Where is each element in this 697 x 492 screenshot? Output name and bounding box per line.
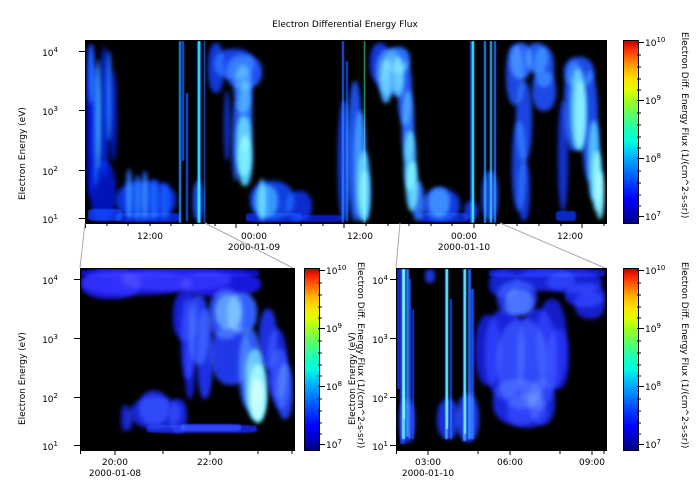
bottom-right-panel-plot-area[interactable] xyxy=(396,268,607,451)
bl-ytick-1: 102 xyxy=(42,392,58,405)
top-panel-ytick-2-exp: 3 xyxy=(53,105,58,113)
bl-colorbar-tick-10e8-exp: 8 xyxy=(337,380,342,388)
br-colorbar-tick-10e8: 108 xyxy=(645,380,661,393)
br-colorbar-tick-10e7-exp: 7 xyxy=(656,438,661,446)
top-panel-xtick-0-time: 12:00 xyxy=(137,232,163,242)
top-panel-xtick-2-time: 12:00 xyxy=(347,232,373,242)
top-panel-spectrogram xyxy=(86,41,606,223)
bottom-right-colorbar[interactable] xyxy=(623,268,639,451)
bottom-left-panel-spectrogram xyxy=(81,269,294,450)
top-panel-ytick-mark-3 xyxy=(79,110,85,111)
bl-colorbar-tick-10e7-exp: 7 xyxy=(337,438,342,446)
top-panel-ytick-mark-4 xyxy=(79,51,85,52)
bl-ytick-1-exp: 2 xyxy=(53,392,58,400)
bottom-right-panel-spectrogram xyxy=(397,269,606,450)
top-panel-xtick-4-time: 12:00 xyxy=(557,232,583,242)
page-title: Electron Differential Energy Flux xyxy=(272,20,418,30)
bl-colorbar-tick-10e9: 109 xyxy=(326,322,342,335)
top-panel-ytick-1-exp: 2 xyxy=(53,165,58,173)
br-xtick-1-time: 06:00 xyxy=(497,458,523,468)
top-colorbar-tick-10e8: 108 xyxy=(645,152,661,165)
bl-colorbar-tick-10e10-exp: 10 xyxy=(337,264,347,272)
br-ytick-2: 103 xyxy=(372,333,388,346)
bottom-right-colorbar-label: Electron Diff. Energy Flux (1/(cm^2-s-sr… xyxy=(679,262,689,449)
br-ytick-2-exp: 3 xyxy=(383,333,388,341)
bottom-left-colorbar-ticks xyxy=(318,270,325,445)
top-panel-ytick-0: 101 xyxy=(42,213,58,226)
br-colorbar-tick-10e10: 1010 xyxy=(645,264,666,277)
top-panel-ytick-1: 102 xyxy=(42,165,58,178)
top-colorbar-tick-10e8-exp: 8 xyxy=(656,152,661,160)
top-panel-y-axis-label: Electron Energy (eV) xyxy=(18,107,28,200)
top-panel-xtick-1-time: 00:00 xyxy=(241,232,267,242)
top-panel-ytick-2: 103 xyxy=(42,105,58,118)
top-panel-colorbar-ticks xyxy=(637,42,644,217)
br-colorbar-tick-10e9-exp: 9 xyxy=(656,322,661,330)
bl-ytick-2: 103 xyxy=(42,333,58,346)
br-colorbar-tick-10e8-exp: 8 xyxy=(656,380,661,388)
top-panel-xtick-1-date: 2000-01-09 xyxy=(227,243,281,253)
bl-colorbar-tick-10e9-exp: 9 xyxy=(337,322,342,330)
bl-ytick-mark-3 xyxy=(74,338,80,339)
br-ytick-mark-4 xyxy=(390,279,396,280)
bl-ytick-2-exp: 3 xyxy=(53,333,58,341)
br-ytick-1-exp: 2 xyxy=(383,392,388,400)
top-colorbar-tick-10e10-exp: 10 xyxy=(656,36,666,44)
top-colorbar-label: Electron Diff. Energy Flux (1/(cm^2-s-sr… xyxy=(679,32,689,219)
top-panel-ytick-3-exp: 4 xyxy=(53,46,58,54)
top-colorbar-tick-10e7: 107 xyxy=(645,210,661,223)
top-panel-xtick-3-date: 2000-01-10 xyxy=(437,243,491,253)
top-panel-plot-area[interactable] xyxy=(85,40,607,224)
br-ytick-mark-3 xyxy=(390,338,396,339)
bottom-right-panel-y-axis-label: Electron Energy (eV) xyxy=(348,332,358,425)
bottom-left-colorbar[interactable] xyxy=(304,268,320,451)
bl-colorbar-tick-10e7: 107 xyxy=(326,438,342,451)
br-ytick-0-exp: 1 xyxy=(383,440,388,448)
top-panel-xtick-3-time: 00:00 xyxy=(451,232,477,242)
bl-colorbar-tick-10e10: 1010 xyxy=(326,264,347,277)
br-colorbar-tick-10e7: 107 xyxy=(645,438,661,451)
bl-ytick-mark-2 xyxy=(74,397,80,398)
top-panel-ytick-3: 104 xyxy=(42,46,58,59)
bl-ytick-3: 104 xyxy=(42,274,58,287)
br-colorbar-tick-10e9: 109 xyxy=(645,322,661,335)
bl-colorbar-tick-10e8: 108 xyxy=(326,380,342,393)
top-panel-ytick-mark-1 xyxy=(79,218,85,219)
bottom-left-x-tick-marks xyxy=(80,449,293,455)
top-colorbar-tick-10e7-exp: 7 xyxy=(656,210,661,218)
top-colorbar-tick-10e10: 1010 xyxy=(645,36,666,49)
top-panel-ytick-0-exp: 1 xyxy=(53,213,58,221)
br-xtick-2-time: 09:00 xyxy=(579,458,605,468)
br-xtick-0-date: 2000-01-10 xyxy=(401,469,455,479)
br-ytick-3: 104 xyxy=(372,274,388,287)
top-colorbar-tick-10e9-exp: 9 xyxy=(656,94,661,102)
bl-ytick-mark-4 xyxy=(74,279,80,280)
bl-xtick-0-time: 20:00 xyxy=(102,458,128,468)
bottom-right-colorbar-ticks xyxy=(637,270,644,445)
br-xtick-0-time: 03:00 xyxy=(415,458,441,468)
bl-ytick-3-exp: 4 xyxy=(53,274,58,282)
br-ytick-mark-2 xyxy=(390,397,396,398)
br-ytick-0: 101 xyxy=(372,440,388,453)
br-ytick-3-exp: 4 xyxy=(383,274,388,282)
bl-xtick-0-date: 2000-01-08 xyxy=(88,469,142,479)
bl-ytick-0-exp: 1 xyxy=(53,440,58,448)
top-panel-ytick-mark-2 xyxy=(79,170,85,171)
bottom-right-x-tick-marks xyxy=(396,449,605,455)
top-panel-colorbar[interactable] xyxy=(623,40,639,224)
bl-ytick-0: 101 xyxy=(42,440,58,453)
bl-xtick-1-time: 22:00 xyxy=(197,458,223,468)
bl-ytick-mark-1 xyxy=(74,445,80,446)
br-ytick-1: 102 xyxy=(372,392,388,405)
top-panel-x-tick-marks xyxy=(85,222,605,228)
top-colorbar-tick-10e9: 109 xyxy=(645,94,661,107)
br-colorbar-tick-10e10-exp: 10 xyxy=(656,264,666,272)
bottom-left-panel-plot-area[interactable] xyxy=(80,268,295,451)
bottom-left-panel-y-axis-label: Electron Energy (eV) xyxy=(18,332,28,425)
br-ytick-mark-1 xyxy=(390,445,396,446)
